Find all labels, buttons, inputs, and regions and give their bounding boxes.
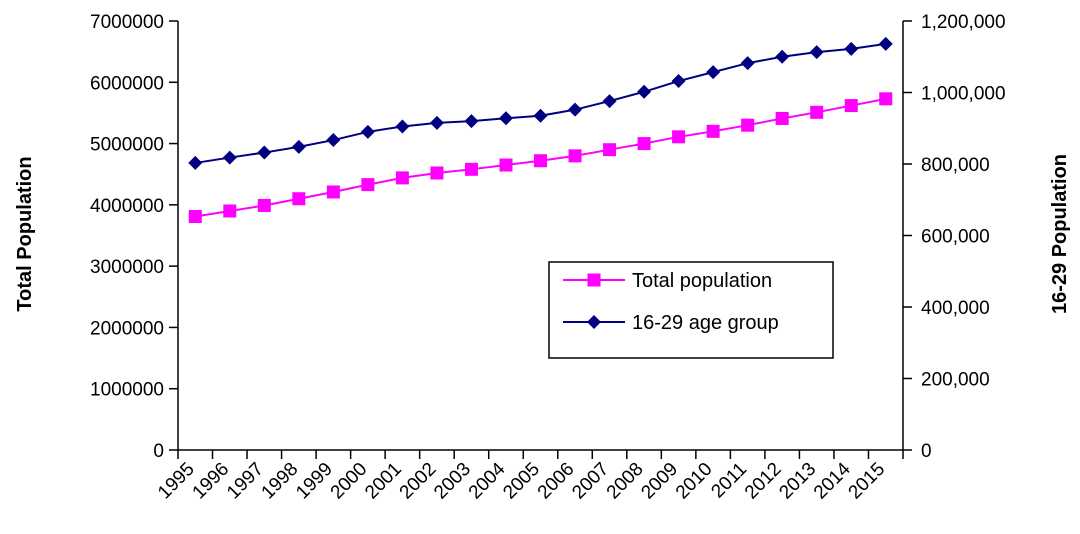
x-tick-label: 2014 — [810, 458, 855, 503]
x-tick-label: 2008 — [603, 459, 648, 504]
data-point — [360, 124, 375, 139]
legend-marker-youth — [587, 315, 601, 329]
x-tick-label: 2012 — [741, 459, 786, 504]
data-point — [672, 130, 686, 144]
data-point — [430, 166, 444, 180]
x-tick-label: 2002 — [396, 459, 441, 504]
series-1 — [188, 92, 893, 224]
left-tick-label: 3000000 — [90, 257, 164, 278]
data-point — [395, 119, 410, 134]
right-tick-label: 200,000 — [921, 370, 990, 391]
left-tick-label: 6000000 — [90, 73, 164, 94]
data-point — [879, 92, 893, 106]
x-tick-label: 2013 — [775, 459, 820, 504]
data-point — [603, 143, 617, 157]
data-point — [740, 56, 755, 71]
data-point — [291, 139, 306, 154]
left-tick-label: 4000000 — [90, 196, 164, 217]
data-point — [671, 74, 686, 89]
data-point — [222, 150, 237, 165]
data-point — [775, 49, 790, 64]
x-tick-label: 2000 — [327, 459, 372, 504]
right-tick-label: 600,000 — [921, 227, 990, 248]
x-tick-label: 1996 — [189, 459, 234, 504]
x-tick-label: 1995 — [154, 459, 199, 504]
right-tick-label: 800,000 — [921, 155, 990, 176]
data-point — [292, 192, 306, 206]
x-tick-label: 1999 — [292, 459, 337, 504]
data-point — [568, 149, 582, 163]
data-point — [706, 65, 721, 80]
right-tick-label: 1,000,000 — [921, 84, 1006, 105]
data-point — [498, 111, 513, 126]
legend-marker-total — [587, 273, 601, 287]
data-point — [533, 108, 548, 123]
data-point — [223, 204, 237, 218]
data-point — [429, 115, 444, 130]
data-point — [637, 137, 651, 151]
data-point — [326, 185, 340, 199]
data-point — [775, 111, 789, 125]
series-2 — [188, 36, 893, 170]
data-point — [188, 210, 202, 224]
data-point — [361, 178, 375, 192]
data-point — [326, 133, 341, 148]
data-point — [741, 118, 755, 132]
data-point — [878, 36, 893, 51]
x-tick-label: 2003 — [430, 459, 475, 504]
x-axis-ticks: 1995199619971998199920002001200220032004… — [154, 450, 904, 504]
x-tick-label: 1997 — [223, 459, 268, 504]
data-point — [844, 41, 859, 56]
data-point — [464, 114, 479, 129]
x-tick-label: 2006 — [534, 459, 579, 504]
series-layer — [188, 36, 893, 224]
left-tick-label: 0 — [153, 441, 164, 462]
right-tick-label: 1,200,000 — [921, 12, 1006, 33]
right-axis-label: 16-29 Population — [1049, 154, 1071, 314]
data-point — [810, 105, 824, 119]
data-point — [602, 94, 617, 109]
left-tick-label: 7000000 — [90, 12, 164, 33]
data-point — [499, 158, 513, 172]
right-tick-label: 400,000 — [921, 298, 990, 319]
right-axis-ticks: 0 200,000 400,000 600,000 800,000 1,000,000 1,… — [903, 12, 1006, 462]
data-point — [464, 162, 478, 176]
legend: Total population 16-29 age group — [548, 261, 834, 359]
x-tick-label: 2007 — [568, 459, 613, 504]
left-axis-label: Total Population — [14, 156, 36, 311]
left-axis-ticks: 0 1000000 2000000 3000000 4000000 5000000 6000… — [90, 12, 178, 462]
left-tick-label: 5000000 — [90, 135, 164, 156]
axes — [177, 21, 904, 451]
data-point — [257, 198, 271, 212]
left-tick-label: 1000000 — [90, 380, 164, 401]
data-point — [706, 124, 720, 138]
x-tick-label: 2011 — [707, 459, 751, 503]
data-point — [809, 45, 824, 60]
x-tick-label: 2001 — [361, 459, 406, 504]
legend-label-youth: 16-29 age group — [632, 312, 779, 334]
left-tick-label: 2000000 — [90, 318, 164, 339]
data-point — [395, 171, 409, 185]
legend-label-total: Total population — [632, 270, 772, 292]
data-point — [844, 99, 858, 113]
right-tick-label: 0 — [921, 441, 932, 462]
data-point — [637, 84, 652, 99]
x-tick-label: 2010 — [672, 459, 717, 504]
x-tick-label: 2005 — [499, 459, 544, 504]
data-point — [188, 155, 203, 170]
data-point — [568, 102, 583, 117]
data-point — [257, 145, 272, 160]
x-tick-label: 2015 — [845, 459, 890, 504]
x-tick-label: 2004 — [465, 458, 510, 503]
x-tick-label: 1998 — [258, 459, 303, 504]
x-tick-label: 2009 — [637, 459, 682, 504]
data-point — [534, 154, 547, 168]
